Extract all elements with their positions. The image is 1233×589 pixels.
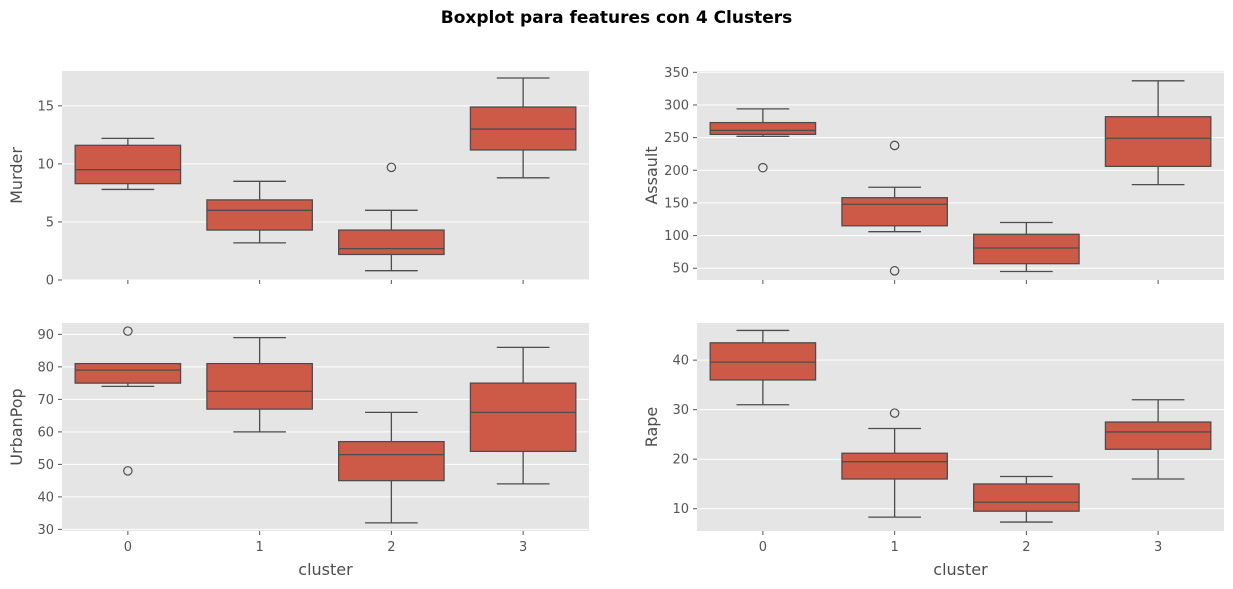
box-1 [841, 408, 948, 518]
iqr-box [709, 342, 817, 381]
iqr-box [469, 382, 577, 453]
y-tick-label: 50 [37, 458, 54, 473]
outlier-point [123, 466, 133, 476]
y-tick-label: 10 [37, 157, 54, 172]
x-tick-label: 0 [759, 540, 767, 555]
iqr-box [338, 440, 445, 482]
outlier-point [889, 140, 900, 151]
y-tick-label: 70 [37, 393, 54, 408]
box-2 [338, 411, 445, 524]
y-axis-label: Murder [7, 147, 26, 204]
y-tick-label: 30 [672, 403, 689, 418]
y-tick-label: 350 [664, 66, 689, 81]
box-1 [841, 140, 948, 276]
y-tick-label: 10 [672, 502, 689, 517]
outlier-point [889, 408, 900, 418]
y-tick-label: 0 [46, 274, 54, 289]
x-axis-label: cluster [933, 560, 988, 579]
iqr-box [1104, 116, 1212, 168]
iqr-box [74, 362, 182, 384]
y-tick-label: 100 [664, 229, 689, 244]
iqr-box [973, 233, 1080, 265]
x-axis-label: cluster [298, 560, 353, 579]
subplot-urbanpop: 30 40 50 60 70 80 90 0 1 2 3 UrbanPop cluster [7, 323, 589, 579]
x-tick-label: 3 [519, 540, 527, 555]
y-tick-label: 30 [37, 523, 54, 538]
y-tick-label: 80 [37, 360, 54, 375]
y-tick-label: 15 [37, 99, 54, 114]
y-tick-label: 40 [672, 354, 689, 369]
iqr-box [1104, 421, 1212, 450]
box-3 [1104, 80, 1212, 186]
y-tick-label: 5 [46, 215, 54, 230]
box-2 [973, 221, 1080, 273]
outlier-point [123, 326, 133, 336]
box-1 [206, 180, 313, 244]
box-3 [469, 77, 577, 179]
iqr-box [973, 483, 1080, 512]
x-tick-label: 2 [387, 540, 395, 555]
iqr-box [206, 362, 313, 410]
y-tick-label: 150 [664, 196, 689, 211]
y-tick-label: 300 [664, 98, 689, 113]
x-tick-label: 2 [1022, 540, 1030, 555]
y-tick-label: 250 [664, 131, 689, 146]
y-tick-label: 40 [37, 490, 54, 505]
iqr-box [709, 121, 817, 136]
subplot-assault: 50 100 150 200 250 300 350 Assault [642, 66, 1224, 284]
iqr-box [841, 197, 948, 227]
box-0 [709, 108, 817, 173]
outlier-point [758, 162, 768, 173]
iqr-box [338, 229, 445, 256]
y-tick-label: 200 [664, 164, 689, 179]
box-3 [1104, 399, 1212, 480]
subplot-rape: 10 20 30 40 0 1 2 3 Rape cluster [642, 323, 1224, 579]
iqr-box [74, 144, 182, 185]
plot-area [697, 71, 1224, 280]
box-3 [469, 346, 577, 485]
y-tick-label: 90 [37, 328, 54, 343]
iqr-box [841, 452, 948, 480]
y-tick-label: 20 [672, 453, 689, 468]
y-tick-label: 60 [37, 425, 54, 440]
figure-title: Boxplot para features con 4 Clusters [440, 8, 793, 28]
box-1 [206, 336, 313, 433]
y-axis-label: UrbanPop [7, 388, 26, 465]
box-0 [74, 137, 182, 191]
box-0 [74, 326, 182, 476]
y-tick-label: 50 [672, 262, 689, 277]
x-tick-label: 1 [890, 540, 898, 555]
subplot-murder: 0 5 10 15 Murder [7, 71, 589, 289]
box-2 [973, 475, 1080, 523]
outlier-point [889, 266, 900, 276]
x-tick-label: 1 [255, 540, 263, 555]
x-tick-label: 3 [1154, 540, 1162, 555]
y-axis-label: Rape [642, 407, 661, 448]
x-tick-label: 0 [124, 540, 132, 555]
iqr-box [206, 199, 313, 231]
box-2 [338, 162, 445, 272]
outlier-point [386, 162, 397, 173]
y-axis-label: Assault [642, 146, 661, 204]
box-0 [709, 329, 817, 406]
